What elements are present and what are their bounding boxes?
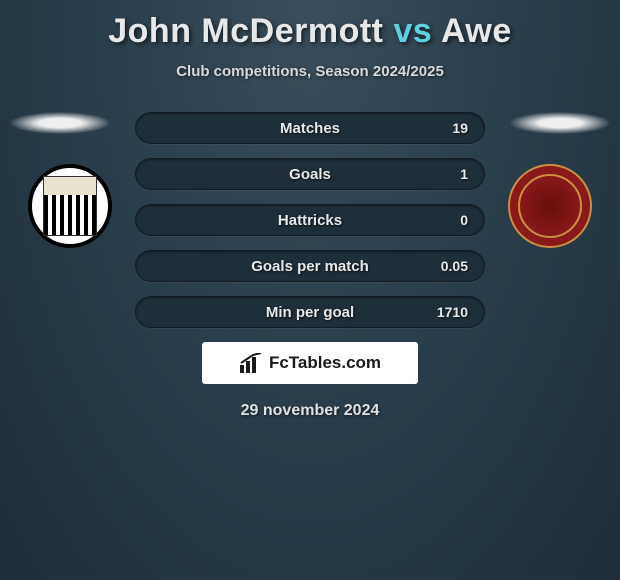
stats-list: Matches 19 Goals 1 Hattricks 0 Goals per…: [135, 112, 485, 328]
stat-row-goals-per-match: Goals per match 0.05: [135, 250, 485, 282]
stat-right-value: 1: [428, 166, 468, 182]
stat-right-value: 0: [428, 212, 468, 228]
stat-row-min-per-goal: Min per goal 1710: [135, 296, 485, 328]
stat-row-matches: Matches 19: [135, 112, 485, 144]
team-badge-right-ring: [518, 174, 582, 238]
comparison-title: John McDermott vs Awe: [0, 0, 620, 51]
stat-label: Goals: [289, 166, 331, 183]
shadow-ellipse-right: [510, 112, 610, 134]
player1-name: John McDermott: [108, 12, 383, 50]
stat-row-hattricks: Hattricks 0: [135, 204, 485, 236]
shadow-ellipse-left: [10, 112, 110, 134]
team-badge-left: [28, 164, 112, 248]
subtitle: Club competitions, Season 2024/2025: [0, 63, 620, 80]
stat-label: Min per goal: [266, 304, 354, 321]
stat-right-value: 19: [428, 120, 468, 136]
vs-connector: vs: [393, 12, 432, 50]
date-text: 29 november 2024: [0, 402, 620, 420]
stat-right-value: 0.05: [428, 258, 468, 274]
stat-right-value: 1710: [428, 304, 468, 320]
content-area: Matches 19 Goals 1 Hattricks 0 Goals per…: [0, 112, 620, 420]
stat-row-goals: Goals 1: [135, 158, 485, 190]
branding-text: FcTables.com: [269, 353, 381, 373]
branding-box: FcTables.com: [202, 342, 418, 384]
stat-label: Matches: [280, 120, 340, 137]
bar-chart-icon: [239, 353, 263, 373]
team-badge-right: [508, 164, 592, 248]
player2-name: Awe: [441, 12, 512, 50]
stat-label: Goals per match: [251, 258, 369, 275]
team-badge-left-shield: [43, 176, 97, 236]
stat-label: Hattricks: [278, 212, 342, 229]
